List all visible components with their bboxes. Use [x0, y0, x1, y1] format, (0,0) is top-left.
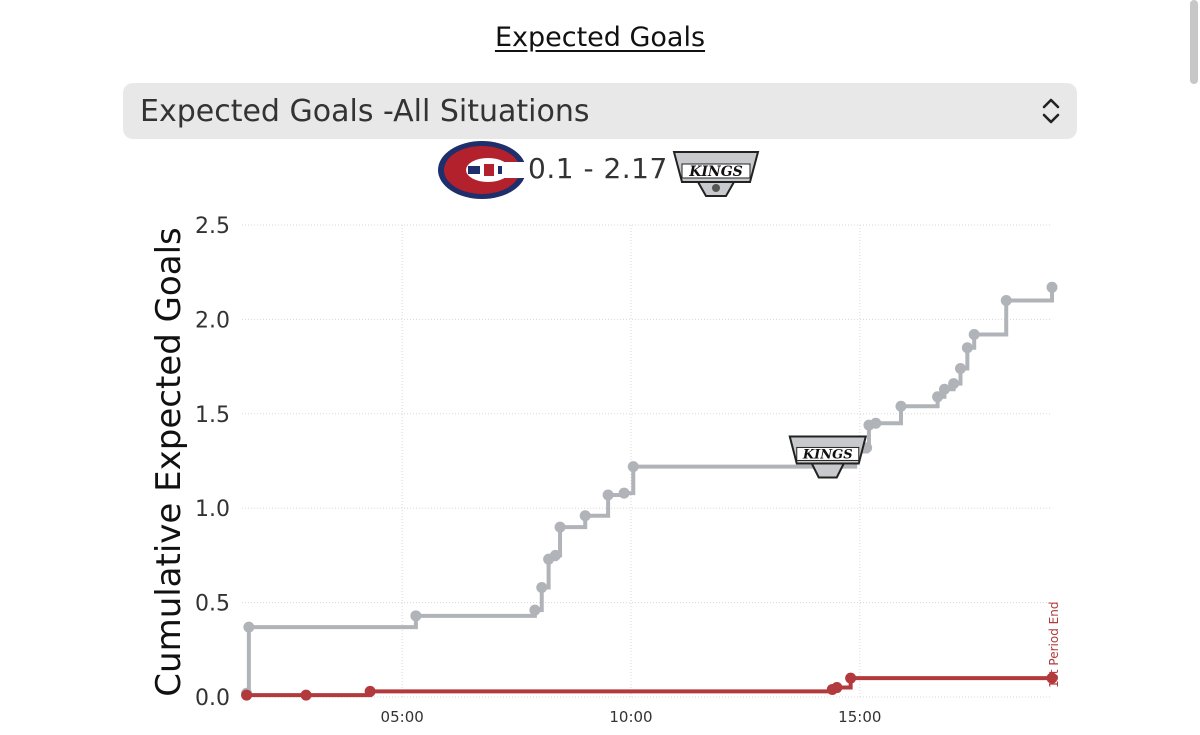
- data-point: [895, 400, 907, 412]
- data-point: [410, 610, 422, 622]
- data-point: [627, 461, 639, 473]
- data-point: [536, 581, 548, 593]
- data-point: [1046, 281, 1058, 293]
- y-tick-label: 1.5: [195, 403, 230, 428]
- score-separator: -: [583, 152, 595, 185]
- data-point: [364, 685, 376, 697]
- data-point: [618, 487, 630, 499]
- canadiens-logo-icon: [438, 141, 528, 199]
- logo-shape: [796, 446, 860, 461]
- logo-shape: [810, 462, 846, 479]
- data-point: [602, 489, 614, 501]
- data-point: [831, 682, 843, 694]
- data-point: [948, 378, 960, 390]
- data-point: [579, 510, 591, 522]
- period-end-annotation: 1st Period End: [1047, 602, 1061, 688]
- data-point: [961, 342, 973, 354]
- x-tick-label: 15:00: [838, 708, 881, 726]
- y-tick-label: 0.5: [195, 592, 230, 617]
- data-point: [549, 549, 561, 561]
- data-point: [1000, 295, 1012, 307]
- chevron-updown-icon: [1042, 98, 1060, 124]
- chart-lines: [246, 287, 1054, 698]
- svg-text:KINGS: KINGS: [688, 164, 743, 180]
- data-point: [241, 689, 253, 701]
- data-point: [243, 621, 255, 633]
- chart-grid: [242, 224, 1052, 698]
- situation-select-value: Expected Goals -All Situations: [140, 93, 590, 129]
- data-point: [932, 391, 944, 403]
- data-point: [1046, 672, 1058, 684]
- chart-overlay: KINGS 1st Period End: [788, 435, 1061, 688]
- y-axis-label: Cumulative Expected Goals: [149, 227, 189, 696]
- kings-chart-logo-icon: KINGS: [788, 435, 868, 479]
- situation-select[interactable]: Expected Goals -All Situations: [123, 83, 1077, 139]
- data-point: [529, 604, 541, 616]
- series-line-0: [246, 287, 1054, 696]
- data-point: [845, 672, 857, 684]
- logo-text: KINGS: [802, 447, 853, 462]
- x-tick-label: 05:00: [381, 708, 424, 726]
- y-tick-label: 1.0: [195, 497, 230, 522]
- y-tick-label: 2.5: [195, 214, 230, 239]
- data-point: [554, 521, 566, 533]
- away-score: 2.17: [603, 152, 668, 185]
- x-tick-label: 10:00: [609, 708, 652, 726]
- y-tick-label: 2.0: [195, 308, 230, 333]
- data-point: [954, 362, 966, 374]
- kings-logo-icon: KINGS: [672, 151, 760, 197]
- score-text: 0.1 - 2.17: [528, 152, 668, 185]
- page-title: Expected Goals: [494, 22, 706, 53]
- data-point: [938, 383, 950, 395]
- data-point: [968, 329, 980, 341]
- chart-points: [241, 281, 1058, 701]
- scrollbar[interactable]: [1190, 0, 1198, 84]
- y-tick-label: 0.0: [195, 686, 230, 711]
- chart-axes: 0.0 0.5 1.0 1.5 2.0 2.5 05:00 10:00 15:00 Cumulat…: [149, 214, 881, 726]
- data-point: [300, 689, 312, 701]
- home-score: 0.1: [528, 152, 575, 185]
- data-point: [870, 417, 882, 429]
